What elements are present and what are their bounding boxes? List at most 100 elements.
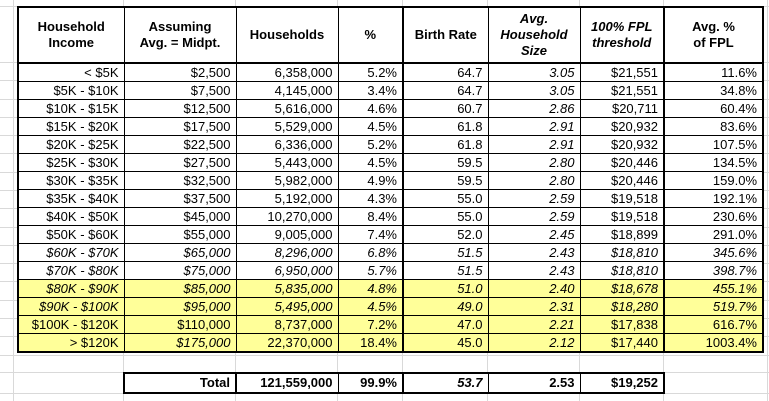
cell-avg-hh-size[interactable]: 2.43 [487,243,581,262]
cell-households[interactable]: 5,192,000 [235,189,339,208]
cell-pct[interactable]: 4.8% [337,279,404,298]
cell-avg-pct-fpl[interactable]: 192.1% [663,189,764,208]
cell-households[interactable]: 4,145,000 [235,81,339,100]
cell-avg-hh-size[interactable]: 2.21 [487,315,581,334]
cell-income[interactable]: $5K - $10K [17,81,125,100]
cell-households[interactable]: 22,370,000 [235,333,339,353]
cell-avg-pct-fpl[interactable]: 134.5% [663,153,764,172]
cell-pct[interactable]: 4.3% [337,189,404,208]
cell-avg-pct-fpl[interactable]: 11.6% [663,62,764,82]
cell-fpl-threshold[interactable]: $18,810 [579,261,665,280]
cell-birth-rate[interactable]: 60.7 [402,99,489,118]
cell-avg-pct-fpl[interactable]: 34.8% [663,81,764,100]
cell-avg-hh-size[interactable]: 3.05 [487,81,581,100]
cell-avg-hh-size[interactable]: 2.59 [487,207,581,226]
total-percent[interactable]: 99.9% [337,372,404,394]
cell-birth-rate[interactable]: 52.0 [402,225,489,244]
cell-pct[interactable]: 4.5% [337,117,404,136]
cell-households[interactable]: 5,982,000 [235,171,339,190]
column-header-avg-household-size[interactable]: Avg. Household Size [487,6,581,64]
cell-avg-hh-size[interactable]: 2.31 [487,297,581,316]
cell-birth-rate[interactable]: 59.5 [402,153,489,172]
cell-income[interactable]: > $120K [17,333,125,353]
cell-avg-hh-size[interactable]: 2.91 [487,117,581,136]
cell-midpoint[interactable]: $17,500 [123,117,237,136]
cell-midpoint[interactable]: $65,000 [123,243,237,262]
cell-birth-rate[interactable]: 51.0 [402,279,489,298]
cell-households[interactable]: 6,950,000 [235,261,339,280]
cell-midpoint[interactable]: $12,500 [123,99,237,118]
cell-midpoint[interactable]: $110,000 [123,315,237,334]
cell-households[interactable]: 5,835,000 [235,279,339,298]
total-birth-rate[interactable]: 53.7 [402,372,489,394]
cell-fpl-threshold[interactable]: $21,551 [579,62,665,82]
cell-income[interactable]: $15K - $20K [17,117,125,136]
cell-pct[interactable]: 5.2% [337,62,404,82]
cell-income[interactable]: $20K - $25K [17,135,125,154]
cell-midpoint[interactable]: $85,000 [123,279,237,298]
cell-income[interactable]: $35K - $40K [17,189,125,208]
cell-midpoint[interactable]: $2,500 [123,62,237,82]
total-label[interactable]: Total [123,372,237,394]
cell-avg-hh-size[interactable]: 2.86 [487,99,581,118]
cell-avg-pct-fpl[interactable]: 455.1% [663,279,764,298]
cell-households[interactable]: 5,443,000 [235,153,339,172]
cell-fpl-threshold[interactable]: $20,932 [579,135,665,154]
cell-birth-rate[interactable]: 47.0 [402,315,489,334]
cell-income[interactable]: $10K - $15K [17,99,125,118]
cell-avg-hh-size[interactable]: 2.45 [487,225,581,244]
cell-avg-pct-fpl[interactable]: 1003.4% [663,333,764,353]
column-header-avg-pct-fpl[interactable]: Avg. % of FPL [663,6,764,64]
cell-pct[interactable]: 4.5% [337,153,404,172]
cell-pct[interactable]: 7.2% [337,315,404,334]
cell-income[interactable]: $70K - $80K [17,261,125,280]
cell-households[interactable]: 5,495,000 [235,297,339,316]
cell-pct[interactable]: 6.8% [337,243,404,262]
column-header-fpl-threshold[interactable]: 100% FPL threshold [579,6,665,64]
cell-birth-rate[interactable]: 55.0 [402,189,489,208]
cell-midpoint[interactable]: $27,500 [123,153,237,172]
cell-fpl-threshold[interactable]: $21,551 [579,81,665,100]
cell-midpoint[interactable]: $55,000 [123,225,237,244]
total-avg-household-size[interactable]: 2.53 [487,372,581,394]
cell-fpl-threshold[interactable]: $18,280 [579,297,665,316]
cell-fpl-threshold[interactable]: $20,446 [579,153,665,172]
cell-avg-pct-fpl[interactable]: 83.6% [663,117,764,136]
cell-midpoint[interactable]: $32,500 [123,171,237,190]
cell-pct[interactable]: 4.9% [337,171,404,190]
cell-income[interactable]: $80K - $90K [17,279,125,298]
cell-households[interactable]: 6,358,000 [235,62,339,82]
cell-birth-rate[interactable]: 59.5 [402,171,489,190]
cell-pct[interactable]: 3.4% [337,81,404,100]
cell-midpoint[interactable]: $45,000 [123,207,237,226]
cell-households[interactable]: 9,005,000 [235,225,339,244]
cell-fpl-threshold[interactable]: $18,899 [579,225,665,244]
cell-fpl-threshold[interactable]: $20,711 [579,99,665,118]
cell-households[interactable]: 10,270,000 [235,207,339,226]
cell-birth-rate[interactable]: 61.8 [402,117,489,136]
column-header-household-income[interactable]: Household Income [17,6,125,64]
cell-avg-pct-fpl[interactable]: 616.7% [663,315,764,334]
cell-birth-rate[interactable]: 55.0 [402,207,489,226]
cell-birth-rate[interactable]: 61.8 [402,135,489,154]
cell-fpl-threshold[interactable]: $17,440 [579,333,665,353]
cell-avg-hh-size[interactable]: 2.59 [487,189,581,208]
cell-pct[interactable]: 4.5% [337,297,404,316]
cell-income[interactable]: $40K - $50K [17,207,125,226]
cell-avg-pct-fpl[interactable]: 345.6% [663,243,764,262]
cell-avg-pct-fpl[interactable]: 519.7% [663,297,764,316]
cell-avg-hh-size[interactable]: 2.43 [487,261,581,280]
cell-midpoint[interactable]: $37,500 [123,189,237,208]
cell-pct[interactable]: 4.6% [337,99,404,118]
cell-income[interactable]: $90K - $100K [17,297,125,316]
cell-birth-rate[interactable]: 64.7 [402,62,489,82]
cell-pct[interactable]: 5.7% [337,261,404,280]
cell-avg-hh-size[interactable]: 3.05 [487,62,581,82]
cell-avg-pct-fpl[interactable]: 398.7% [663,261,764,280]
cell-avg-pct-fpl[interactable]: 60.4% [663,99,764,118]
cell-pct[interactable]: 18.4% [337,333,404,353]
cell-pct[interactable]: 8.4% [337,207,404,226]
column-header-birth-rate[interactable]: Birth Rate [402,6,489,64]
cell-avg-hh-size[interactable]: 2.91 [487,135,581,154]
cell-income[interactable]: $25K - $30K [17,153,125,172]
